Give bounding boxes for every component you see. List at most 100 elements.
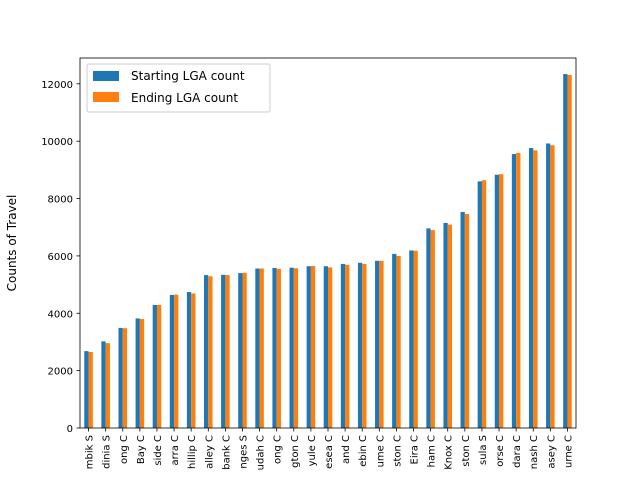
x-tick-label-19: Eira C <box>410 435 421 465</box>
bar-starting-25 <box>511 154 517 428</box>
x-tick-label-18: ston C <box>392 435 403 467</box>
bar-starting-27 <box>546 143 551 428</box>
bar-ending-4 <box>156 304 162 428</box>
bar-ending-24 <box>499 174 504 428</box>
bar-starting-5 <box>169 294 175 428</box>
x-tick-label-3: Bay C <box>136 435 147 464</box>
bar-starting-6 <box>186 292 192 428</box>
bar-ending-19 <box>413 250 418 428</box>
x-tick-label-9: nges S <box>238 435 249 469</box>
bar-ending-9 <box>242 272 247 428</box>
bar-ending-1 <box>105 343 110 428</box>
y-tick-label-1: 2000 <box>48 367 73 378</box>
x-tick-label-6: hillip C <box>187 435 198 469</box>
bar-starting-15 <box>340 263 346 428</box>
x-tick-label-25: dara C <box>512 435 523 468</box>
bar-starting-10 <box>255 268 260 428</box>
bar-ending-18 <box>396 255 401 428</box>
bar-ending-16 <box>362 263 367 428</box>
bar-starting-16 <box>357 262 363 428</box>
bar-starting-11 <box>272 267 277 428</box>
bar-ending-14 <box>328 267 333 428</box>
x-tick-label-23: sula S <box>478 435 489 465</box>
bar-starting-19 <box>409 250 414 428</box>
bar-ending-5 <box>174 294 179 428</box>
x-tick-label-4: side C <box>153 435 164 466</box>
y-tick-label-6: 12000 <box>41 80 73 91</box>
legend-label-starting: Starting LGA count <box>131 69 245 83</box>
bar-ending-7 <box>208 276 213 428</box>
y-tick-label-4: 8000 <box>48 195 73 206</box>
bar-ending-12 <box>293 268 299 428</box>
bar-starting-26 <box>528 148 534 428</box>
bar-starting-18 <box>392 253 397 428</box>
x-tick-label-26: nash C <box>529 435 540 469</box>
x-tick-label-15: and C <box>341 435 352 464</box>
x-tick-label-24: orse C <box>495 435 506 467</box>
x-tick-label-13: yule C <box>307 435 318 466</box>
bar-ending-21 <box>447 224 452 428</box>
x-tick-label-21: Knox C <box>444 435 455 470</box>
y-tick-label-0: 0 <box>67 424 73 435</box>
bar-ending-20 <box>430 230 435 428</box>
bar-ending-2 <box>122 328 128 428</box>
bars-layer <box>84 74 572 429</box>
x-tick-label-7: alley C <box>204 435 215 469</box>
legend: Starting LGA count Ending LGA count <box>86 63 271 113</box>
bar-ending-8 <box>225 275 230 428</box>
x-tick-label-10: udah C <box>256 435 267 470</box>
x-tick-label-2: ong C <box>119 435 130 464</box>
bar-starting-2 <box>118 327 123 428</box>
bar-starting-9 <box>238 273 243 428</box>
x-tick-label-28: urne C <box>563 435 574 468</box>
bar-starting-21 <box>443 222 448 428</box>
x-tick-label-22: ston C <box>461 435 472 467</box>
y-tick-label-2: 4000 <box>48 309 73 320</box>
bar-starting-12 <box>289 267 294 428</box>
bar-ending-27 <box>550 145 555 429</box>
x-axis: mbik S dinia S ong C Bay C side C arra C hilli… <box>85 428 574 470</box>
x-tick-label-20: ham C <box>427 435 438 467</box>
bar-ending-23 <box>481 180 487 428</box>
y-tick-label-5: 10000 <box>41 137 73 148</box>
bar-ending-25 <box>516 152 521 428</box>
x-tick-label-5: arra C <box>170 435 181 465</box>
bar-ending-17 <box>379 260 384 428</box>
bar-starting-20 <box>426 228 431 428</box>
x-tick-label-17: ume C <box>375 435 386 467</box>
bar-starting-7 <box>204 275 209 428</box>
legend-box <box>86 63 271 113</box>
bar-ending-22 <box>464 214 470 428</box>
bar-ending-13 <box>310 265 316 428</box>
x-tick-label-14: esea C <box>324 435 335 469</box>
bar-starting-28 <box>563 74 568 428</box>
bar-ending-28 <box>567 74 572 428</box>
y-tick-label-3: 6000 <box>48 252 73 263</box>
bar-starting-17 <box>375 260 380 428</box>
x-tick-label-11: ong C <box>273 435 284 464</box>
bar-ending-0 <box>88 351 93 428</box>
legend-swatch-starting <box>93 71 119 81</box>
legend-label-ending: Ending LGA count <box>131 91 238 105</box>
x-tick-label-0: mbik S <box>85 435 96 469</box>
legend-swatch-ending <box>93 92 119 102</box>
bar-starting-0 <box>84 351 89 428</box>
bar-ending-26 <box>533 150 538 429</box>
y-axis: 0 2000 4000 6000 8000 10000 12000 <box>41 80 80 435</box>
bar-ending-10 <box>259 268 264 428</box>
bar-ending-6 <box>191 293 196 428</box>
x-tick-label-1: dinia S <box>102 435 113 469</box>
bar-ending-11 <box>276 268 281 428</box>
bar-starting-4 <box>152 304 157 428</box>
y-axis-label: Counts of Travel <box>5 195 19 292</box>
bar-starting-14 <box>323 266 328 428</box>
x-tick-label-27: asey C <box>546 435 557 469</box>
bar-ending-15 <box>345 264 350 428</box>
bar-starting-22 <box>460 212 465 428</box>
bar-starting-3 <box>135 318 140 428</box>
bar-ending-3 <box>139 319 145 428</box>
x-tick-label-16: ebin C <box>358 435 369 467</box>
bar-starting-24 <box>494 174 500 428</box>
bar-starting-1 <box>101 341 106 428</box>
